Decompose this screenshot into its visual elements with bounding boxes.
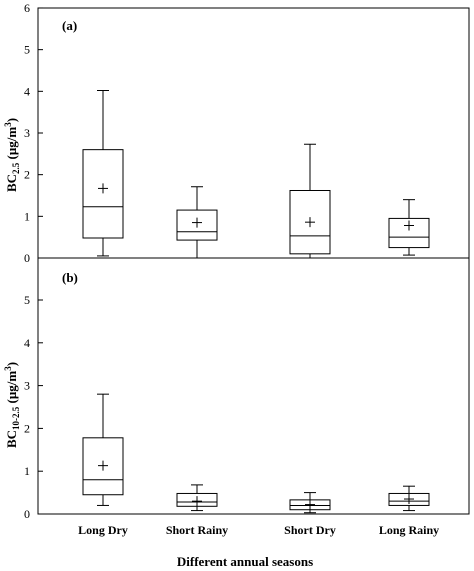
panel-a-y-tick-label-6: 6 bbox=[24, 1, 30, 15]
panel-a-y-tick-label-5: 5 bbox=[24, 43, 30, 57]
panel-a-box-long-rainy bbox=[388, 199, 430, 256]
panel-a-ylabel-base: BC bbox=[4, 174, 19, 192]
panel-a-y-tick-label-2: 2 bbox=[24, 168, 30, 182]
panel-b-y-tick-label-4: 4 bbox=[24, 336, 30, 350]
panel-a-box-short-rainy bbox=[176, 186, 218, 259]
panel-a-y-tick-label-1: 1 bbox=[24, 209, 30, 223]
panel-a-y-tick-label-4: 4 bbox=[24, 84, 30, 98]
x-category-short-dry: Short Dry bbox=[284, 523, 336, 537]
panel-a-y-axis-label: BC2.5 (μg/m3) bbox=[3, 118, 21, 192]
panel-b-ylabel-sub: 10-2.5 bbox=[11, 406, 21, 430]
panel-a-ylabel-close: ) bbox=[4, 118, 19, 122]
panel-a-boxes bbox=[82, 89, 430, 259]
panel-b-box-short-rainy bbox=[176, 484, 218, 512]
panel-a-ylabel-sup: 3 bbox=[3, 122, 13, 127]
panel-b-boxes bbox=[82, 393, 430, 514]
panel-b-y-tick-label-3: 3 bbox=[24, 379, 30, 393]
panel-b-y-ticks: 0 1 2 3 4 5 bbox=[24, 293, 43, 521]
x-category-long-rainy: Long Rainy bbox=[379, 523, 439, 537]
panel-a-ylabel-sub: 2.5 bbox=[11, 162, 21, 174]
panel-b-ylabel-close: ) bbox=[4, 362, 19, 366]
panel-a-y-tick-label-0: 0 bbox=[24, 251, 30, 265]
panel-a-label: (a) bbox=[62, 18, 77, 33]
panel-b-ylabel-base: BC bbox=[4, 430, 19, 448]
panel-a-y-tick-label-3: 3 bbox=[24, 126, 30, 140]
panel-b-box-long-dry-iqr bbox=[82, 437, 124, 496]
panel-a-box-short-dry bbox=[289, 143, 331, 259]
panel-b-box-short-dry bbox=[289, 492, 331, 514]
panel-a-ylabel-unit: (μg/m bbox=[4, 127, 19, 163]
panel-a-box-long-dry bbox=[82, 89, 124, 257]
panel-b-box-long-rainy bbox=[388, 485, 430, 512]
panel-b-box-long-dry bbox=[82, 393, 124, 506]
panel-b-ylabel-sup: 3 bbox=[3, 366, 13, 371]
x-category-short-rainy: Short Rainy bbox=[166, 523, 228, 537]
panel-b-label: (b) bbox=[62, 270, 78, 285]
panel-b-y-tick-label-5: 5 bbox=[24, 293, 30, 307]
panel-b-y-tick-label-0: 0 bbox=[24, 507, 30, 521]
panel-b-ylabel-unit: (μg/m bbox=[4, 371, 19, 407]
x-axis-title: Different annual seasons bbox=[177, 554, 313, 569]
panel-b-y-tick-label-1: 1 bbox=[24, 464, 30, 478]
panel-a-box-long-dry-iqr bbox=[82, 149, 124, 239]
panel-b-y-axis-label: BC10-2.5 (μg/m3) bbox=[3, 362, 21, 448]
x-category-long-dry: Long Dry bbox=[78, 523, 128, 537]
panel-b-y-tick-label-2: 2 bbox=[24, 421, 30, 435]
panel-a-y-ticks: 0 1 2 3 4 5 6 bbox=[24, 1, 43, 265]
x-category-labels: Long Dry Short Rainy Short Dry Long Rainy bbox=[78, 523, 439, 537]
